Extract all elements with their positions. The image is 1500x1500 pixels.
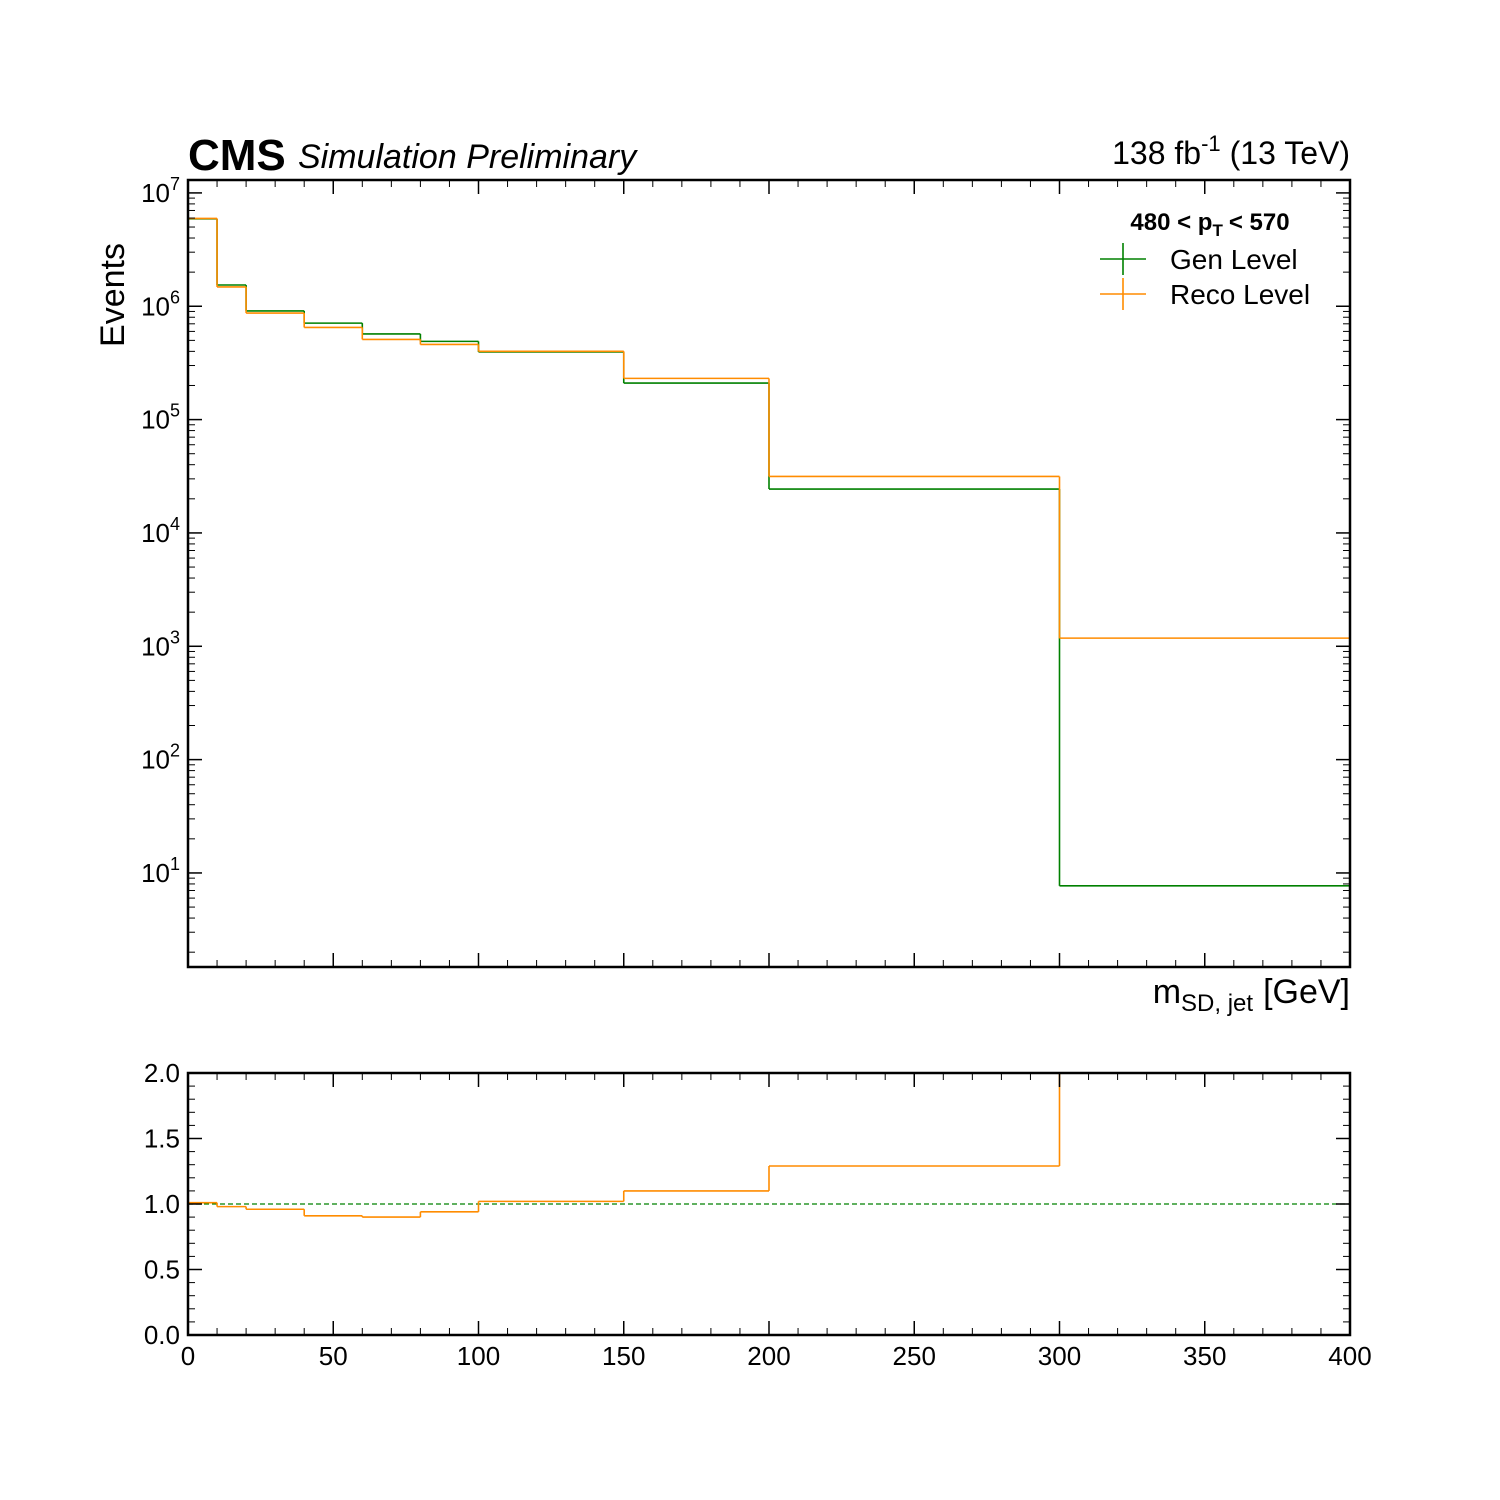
lumi-label: 138 fb-1 (13 TeV) xyxy=(1112,131,1350,171)
x-tick-label: 0 xyxy=(181,1341,195,1371)
y-tick-label: 1.5 xyxy=(144,1124,180,1154)
y-tick-base: 10 xyxy=(141,631,170,661)
y-tick-exponent: 6 xyxy=(170,287,180,307)
y-tick-base: 10 xyxy=(141,745,170,775)
y-tick-base: 10 xyxy=(141,291,170,321)
cms-label: CMS xyxy=(188,131,286,180)
y-tick-base: 10 xyxy=(141,178,170,208)
y-tick-exponent: 4 xyxy=(170,514,180,534)
y-tick-base: 0.5 xyxy=(144,1255,180,1285)
x-tick-label: 400 xyxy=(1328,1341,1371,1371)
y-tick-label: 1.0 xyxy=(144,1189,180,1219)
y-tick-label: 103 xyxy=(141,627,180,661)
x-axis-label: mSD, jet [GeV] xyxy=(1153,973,1350,1017)
y-tick-label: 105 xyxy=(141,401,180,435)
y-axis-label: Events xyxy=(94,243,132,347)
y-tick-base: 10 xyxy=(141,405,170,435)
y-tick-exponent: 2 xyxy=(170,741,180,761)
legend-title-suffix: < 570 xyxy=(1229,209,1290,236)
y-tick-base: 1.5 xyxy=(144,1124,180,1154)
y-tick-base: 2.0 xyxy=(144,1058,180,1088)
lumi-exponent: -1 xyxy=(1201,131,1221,156)
plot-area xyxy=(188,1073,1350,1218)
lumi-suffix: (13 TeV) xyxy=(1230,135,1350,171)
y-tick-exponent: 1 xyxy=(170,854,180,874)
y-tick-exponent: 5 xyxy=(170,401,180,421)
plot-area xyxy=(188,217,1350,887)
cms-subtitle: Simulation Preliminary xyxy=(298,138,638,176)
x-label-suffix: [GeV] xyxy=(1263,973,1350,1011)
lumi-text: 138 fb xyxy=(1112,135,1201,171)
x-tick-label: 350 xyxy=(1183,1341,1226,1371)
legend-label: Gen Level xyxy=(1170,244,1298,275)
legend-label: Reco Level xyxy=(1170,279,1310,310)
y-tick-base: 0.0 xyxy=(144,1320,180,1350)
y-tick-label: 104 xyxy=(141,514,180,548)
y-tick-label: 0.0 xyxy=(144,1320,180,1350)
y-tick-label: 101 xyxy=(141,854,180,888)
legend-title: 480 < pT < 570 xyxy=(1130,209,1289,240)
x-tick-label: 100 xyxy=(457,1341,500,1371)
x-tick-label: 200 xyxy=(747,1341,790,1371)
legend-title-sub: T xyxy=(1212,221,1223,240)
y-tick-base: 10 xyxy=(141,518,170,548)
y-tick-exponent: 3 xyxy=(170,627,180,647)
y-tick-label: 106 xyxy=(141,287,180,321)
x-tick-label: 50 xyxy=(319,1341,348,1371)
y-tick-base: 1.0 xyxy=(144,1189,180,1219)
y-tick-label: 107 xyxy=(141,174,180,208)
legend-title-main: 480 < p xyxy=(1130,209,1212,236)
y-tick-exponent: 7 xyxy=(170,174,180,194)
y-tick-label: 2.0 xyxy=(144,1058,180,1088)
y-tick-base: 10 xyxy=(141,858,170,888)
x-tick-label: 150 xyxy=(602,1341,645,1371)
y-tick-label: 102 xyxy=(141,741,180,775)
x-tick-label: 300 xyxy=(1038,1341,1081,1371)
x-label-main: m xyxy=(1153,973,1181,1011)
y-tick-label: 0.5 xyxy=(144,1255,180,1285)
x-tick-label: 250 xyxy=(893,1341,936,1371)
x-label-sub: SD, jet xyxy=(1181,990,1253,1017)
